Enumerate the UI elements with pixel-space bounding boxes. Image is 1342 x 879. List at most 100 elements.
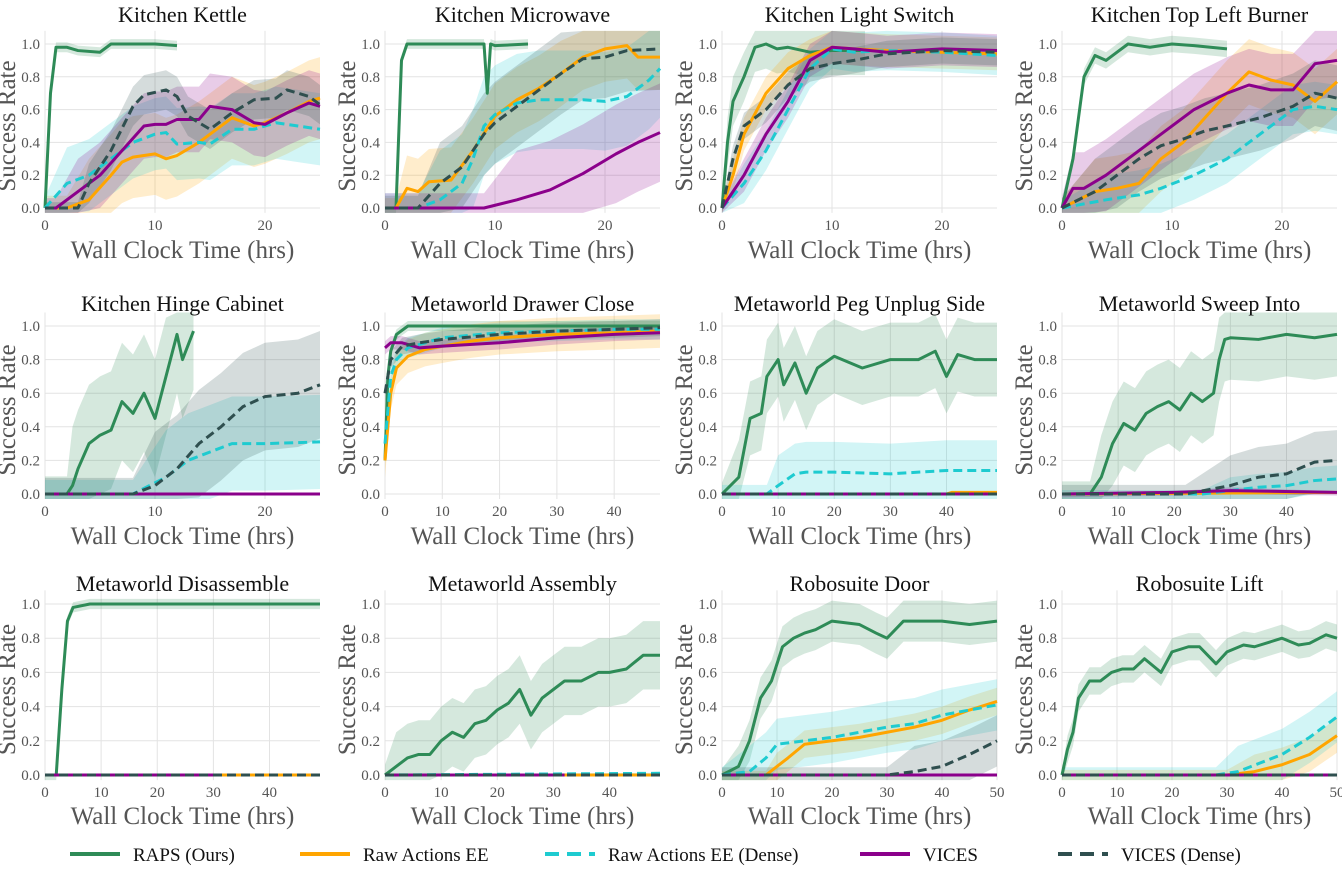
y-tick-label: 0.6	[1038, 103, 1057, 119]
x-tick-label: 30	[1223, 504, 1238, 520]
x-axis-label: Wall Clock Time (hrs)	[1088, 523, 1312, 550]
y-tick-label: 0.8	[698, 353, 717, 369]
x-tick-label: 30	[1220, 785, 1235, 801]
y-tick-label: 0.8	[698, 631, 717, 647]
x-tick-label: 30	[546, 785, 561, 801]
x-tick-label: 40	[262, 785, 277, 801]
y-tick-label: 0.4	[361, 135, 380, 151]
x-tick-label: 30	[549, 504, 564, 520]
y-tick-label: 0.8	[361, 631, 380, 647]
y-tick-label: 0.0	[698, 201, 717, 217]
legend-label-vices: VICES	[923, 845, 978, 866]
y-tick-label: 0.6	[1038, 665, 1057, 681]
y-tick-label: 1.0	[698, 37, 717, 53]
x-tick-label: 20	[827, 504, 842, 520]
legend-label-vicesd: VICES (Dense)	[1121, 845, 1241, 866]
y-tick-label: 0.4	[21, 420, 40, 436]
y-tick-label: 0.0	[361, 768, 380, 784]
x-tick-label: 30	[883, 504, 898, 520]
y-tick-label: 0.6	[698, 665, 717, 681]
subplot-title: Robosuite Lift	[1136, 571, 1264, 596]
y-axis-label: Success Rate	[0, 624, 21, 755]
y-tick-label: 0.8	[21, 70, 40, 86]
x-axis-label: Wall Clock Time (hrs)	[748, 803, 972, 830]
y-tick-label: 0.0	[361, 201, 380, 217]
y-axis-label: Success Rate	[334, 344, 361, 475]
y-axis-label: Success Rate	[1011, 60, 1038, 191]
y-axis-label: Success Rate	[671, 60, 698, 191]
y-tick-label: 0.0	[1038, 768, 1057, 784]
y-tick-label: 0.6	[21, 103, 40, 119]
y-tick-label: 0.6	[361, 386, 380, 402]
y-tick-label: 1.0	[698, 319, 717, 335]
x-tick-label: 10	[771, 504, 786, 520]
y-tick-label: 0.2	[361, 168, 380, 184]
x-tick-label: 10	[770, 785, 785, 801]
y-tick-label: 0.2	[21, 168, 40, 184]
y-axis-label: Success Rate	[671, 344, 698, 475]
x-tick-label: 10	[434, 785, 449, 801]
y-tick-label: 0.2	[361, 453, 380, 469]
x-tick-label: 10	[94, 785, 109, 801]
subplot-title: Kitchen Hinge Cabinet	[81, 291, 284, 316]
y-tick-label: 0.2	[698, 734, 717, 750]
y-tick-label: 0.8	[1038, 353, 1057, 369]
legend-label-raps: RAPS (Ours)	[133, 845, 235, 866]
y-tick-label: 0.8	[1038, 70, 1057, 86]
y-tick-label: 0.8	[698, 70, 717, 86]
x-tick-label: 20	[598, 218, 613, 234]
x-tick-label: 0	[41, 504, 49, 520]
x-tick-label: 0	[718, 218, 726, 234]
y-tick-label: 0.6	[698, 386, 717, 402]
y-axis-label: Success Rate	[1011, 344, 1038, 475]
x-tick-label: 20	[1167, 504, 1182, 520]
y-tick-label: 0.8	[361, 353, 380, 369]
x-tick-label: 40	[602, 785, 617, 801]
subplot-title: Metaworld Peg Unplug Side	[734, 291, 985, 316]
y-tick-label: 0.6	[21, 386, 40, 402]
plot-area	[45, 590, 320, 780]
x-tick-label: 0	[381, 218, 389, 234]
y-tick-label: 0.4	[698, 420, 717, 436]
x-tick-label: 50	[1330, 785, 1342, 801]
x-tick-label: 20	[490, 785, 505, 801]
y-tick-label: 0.0	[698, 768, 717, 784]
x-tick-label: 20	[492, 504, 507, 520]
x-tick-label: 50	[990, 785, 1005, 801]
x-tick-label: 0	[1058, 218, 1066, 234]
x-tick-label: 0	[41, 218, 49, 234]
x-tick-label: 40	[1275, 785, 1290, 801]
y-tick-label: 0.6	[1038, 386, 1057, 402]
y-tick-label: 0.0	[21, 487, 40, 503]
x-tick-label: 20	[258, 504, 273, 520]
y-axis-label: Success Rate	[334, 60, 361, 191]
y-axis-label: Success Rate	[1011, 624, 1038, 755]
y-tick-label: 1.0	[361, 37, 380, 53]
subplot-title: Kitchen Light Switch	[765, 2, 954, 27]
y-tick-label: 0.2	[21, 453, 40, 469]
subplot-title: Kitchen Microwave	[435, 2, 610, 27]
legend-label-ee: Raw Actions EE	[363, 845, 489, 866]
x-tick-label: 20	[1165, 785, 1180, 801]
x-tick-label: 40	[607, 504, 622, 520]
y-tick-label: 0.6	[698, 103, 717, 119]
y-tick-label: 0.4	[1038, 420, 1057, 436]
x-tick-label: 30	[206, 785, 221, 801]
y-tick-label: 0.2	[1038, 453, 1057, 469]
y-tick-label: 1.0	[21, 319, 40, 335]
y-tick-label: 0.4	[361, 420, 380, 436]
y-axis-label: Success Rate	[0, 60, 21, 191]
y-tick-label: 0.0	[1038, 201, 1057, 217]
x-tick-label: 10	[435, 504, 450, 520]
x-tick-label: 40	[1279, 504, 1294, 520]
x-axis-label: Wall Clock Time (hrs)	[748, 237, 972, 264]
y-tick-label: 0.8	[1038, 631, 1057, 647]
y-tick-label: 0.0	[698, 487, 717, 503]
y-tick-label: 1.0	[1038, 597, 1057, 613]
